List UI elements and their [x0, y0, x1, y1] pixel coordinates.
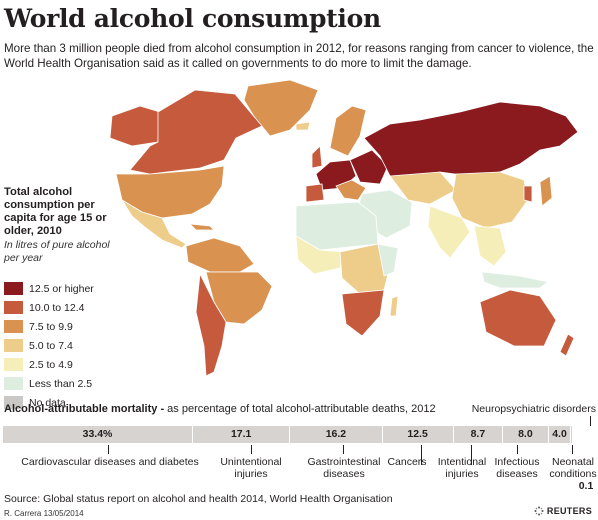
legend-swatch — [4, 282, 23, 295]
mortality-segment: 8.7 — [454, 426, 504, 443]
label-neuropsychiatric: Neuropsychiatric disorders — [471, 403, 596, 415]
mortality-segment: 16.2 — [290, 426, 383, 443]
reuters-logo: REUTERS — [534, 506, 592, 516]
tick-unintentional — [251, 445, 252, 454]
mortality-segment: 33.4% — [3, 426, 194, 443]
legend-label: 2.5 to 4.9 — [29, 358, 73, 371]
segment-value: 33.4% — [82, 428, 113, 440]
mortality-segment: 4.0 — [549, 426, 572, 443]
region-uk — [311, 145, 323, 169]
legend-item: 12.5 or higher — [4, 279, 124, 298]
legend-item: 5.0 to 7.4 — [4, 336, 124, 355]
region-japan — [539, 175, 553, 207]
label-gastrointestinal: Gastrointestinal diseases — [307, 456, 381, 480]
label-cancers: Cancers — [387, 456, 427, 468]
source-note: Source: Global status report on alcohol … — [4, 493, 393, 505]
mortality-title: Alcohol-attributable mortality - as perc… — [4, 403, 436, 415]
legend-title: Total alcohol consumption per capita for… — [4, 186, 107, 237]
region-australia — [479, 289, 557, 347]
legend-label: No data — [29, 396, 66, 409]
value-neonatal: 0.1 — [578, 480, 594, 492]
page-title: World alcohol consumption — [4, 4, 381, 33]
region-southern-africa — [341, 289, 385, 337]
tick-gastrointestinal — [343, 445, 344, 454]
mortality-title-rest: as percentage of total alcohol-attributa… — [164, 403, 436, 415]
tick-neuropsychiatric — [590, 416, 591, 426]
label-cardiovascular: Cardiovascular diseases and diabetes — [21, 456, 199, 468]
region-southern-cone — [195, 272, 227, 377]
tick-neonatal — [572, 445, 573, 454]
legend-item: 7.5 to 9.9 — [4, 317, 124, 336]
legend-label: 7.5 to 9.9 — [29, 320, 73, 333]
legend-swatch — [4, 339, 23, 352]
reuters-dots-icon — [534, 506, 544, 516]
mortality-bar: 33.4% 17.1 16.2 12.5 8.7 8.0 4.0 — [3, 426, 572, 443]
segment-value: 4.0 — [552, 428, 567, 440]
region-canada — [129, 89, 263, 175]
legend-swatch — [4, 358, 23, 371]
tick-cancers — [421, 445, 422, 465]
legend-label: 10.0 to 12.4 — [29, 301, 85, 314]
mortality-segment: 17.1 — [193, 426, 291, 443]
label-intentional-injuries: Intentional injuries — [437, 456, 487, 480]
region-eastern-europe — [349, 149, 389, 185]
segment-value: 8.0 — [518, 428, 533, 440]
region-mexico — [121, 199, 187, 249]
mortality-segment: 8.0 — [503, 426, 549, 443]
legend-swatch — [4, 377, 23, 390]
legend-item: No data — [4, 393, 124, 412]
region-central-asia — [389, 171, 457, 205]
legend-label: 12.5 or higher — [29, 282, 94, 295]
legend-item: 10.0 to 12.4 — [4, 298, 124, 317]
segment-value: 12.5 — [407, 428, 428, 440]
legend-swatch — [4, 301, 23, 314]
region-china — [451, 171, 529, 229]
region-india — [427, 205, 471, 259]
legend-item: Less than 2.5 — [4, 374, 124, 393]
world-map — [109, 79, 579, 377]
region-greenland — [243, 79, 319, 137]
legend-label: Less than 2.5 — [29, 377, 93, 390]
credit-note: R. Carrera 13/05/2014 — [4, 509, 84, 518]
tick-infectious — [517, 445, 518, 454]
tick-intentional — [471, 445, 472, 465]
legend-label: 5.0 to 7.4 — [29, 339, 73, 352]
legend-items: 12.5 or higher 10.0 to 12.4 7.5 to 9.9 5… — [4, 279, 124, 412]
region-southeast-asia — [473, 225, 507, 267]
region-russia — [363, 101, 579, 181]
segment-value: 8.7 — [470, 428, 486, 440]
segment-value: 16.2 — [325, 428, 347, 440]
region-south-america-north — [185, 237, 255, 273]
mortality-segment: 12.5 — [383, 426, 454, 443]
legend-item: 2.5 to 4.9 — [4, 355, 124, 374]
segment-value: 17.1 — [230, 428, 252, 440]
page-subtitle: More than 3 million people died from alc… — [4, 42, 594, 70]
label-unintentional-injuries: Unintentional injuries — [220, 456, 282, 480]
region-west-africa — [295, 235, 345, 275]
region-iceland — [295, 121, 311, 131]
region-madagascar — [389, 295, 399, 317]
region-new-zealand — [559, 333, 575, 357]
label-infectious: Infectious diseases — [494, 456, 540, 480]
legend-swatch — [4, 320, 23, 333]
reuters-label: REUTERS — [546, 506, 592, 516]
region-indonesia — [481, 271, 549, 289]
region-korea — [523, 185, 533, 203]
legend-swatch — [4, 396, 23, 409]
region-caribbean — [188, 223, 215, 231]
legend-subtitle: In litres of pure alcohol per year — [4, 239, 110, 264]
tick-cardiovascular — [108, 445, 109, 454]
legend: Total alcohol consumption per capita for… — [4, 186, 124, 412]
mortality-segment — [571, 426, 572, 443]
region-alaska — [109, 105, 161, 147]
region-iberia — [305, 183, 325, 203]
label-neonatal: Neonatal conditions — [549, 456, 597, 480]
region-east-africa — [377, 243, 399, 277]
mortality-title-bold: Alcohol-attributable mortality - — [4, 403, 165, 415]
region-scandinavia — [329, 105, 367, 157]
